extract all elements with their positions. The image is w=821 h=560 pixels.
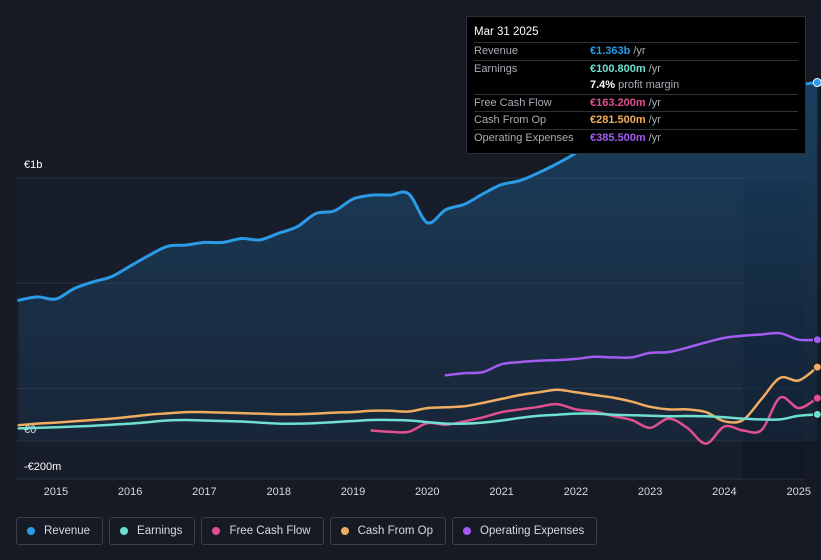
revenue-area (18, 82, 818, 441)
x-tick-label: 2024 (712, 486, 736, 498)
legend-label: Cash From Op (357, 525, 434, 537)
tooltip-row-label: Earnings (474, 62, 518, 75)
series-endpoint (812, 362, 821, 372)
x-tick-label: 2021 (489, 486, 513, 498)
tooltip-row-label: Revenue (474, 45, 519, 57)
tooltip-row: Cash From Op €281.500m/yr (474, 111, 798, 129)
legend-item[interactable]: Free Cash Flow (201, 517, 324, 545)
tooltip-row: Revenue €1.363b/yr (474, 42, 798, 60)
legend-dot-icon (120, 527, 129, 535)
legend-label: Revenue (44, 525, 91, 537)
x-tick-label: 2015 (44, 486, 68, 498)
y-tick-label: -€200m (24, 461, 61, 473)
series-endpoint (812, 78, 821, 88)
x-tick-label: 2017 (192, 486, 216, 498)
tooltip-row-label (474, 77, 590, 94)
x-tick-label: 2019 (341, 486, 365, 498)
legend-dot-icon (212, 527, 221, 535)
tooltip-row: 7.4% profit margin (474, 77, 798, 94)
legend-item[interactable]: Earnings (109, 517, 196, 545)
tooltip-row-label: Cash From Op (474, 114, 547, 126)
series-endpoint (812, 393, 821, 403)
legend-dot-icon (463, 527, 472, 535)
series-endpoint (812, 409, 821, 419)
tooltip-row-unit: /yr (648, 114, 661, 126)
tooltip-row-unit: profit margin (618, 79, 680, 91)
x-tick-label: 2023 (638, 486, 662, 498)
tooltip-row-unit: /yr (648, 131, 661, 144)
x-tick-label: 2016 (118, 486, 142, 498)
tooltip-row-label: Free Cash Flow (474, 96, 552, 109)
tooltip-row-unit: /yr (648, 62, 661, 75)
series-line-operating-expenses (444, 331, 819, 377)
x-tick-label: 2020 (415, 486, 439, 498)
legend-item[interactable]: Cash From Op (329, 517, 447, 545)
legend-label: Operating Expenses (480, 525, 585, 537)
tooltip-row-value: €163.200m (590, 96, 646, 109)
series-line-cash-from-op (17, 365, 819, 427)
tooltip-row: Earnings €100.800m/yr (474, 59, 798, 78)
tooltip-date: Mar 31 2025 (474, 26, 539, 38)
x-tick-label: 2018 (266, 486, 290, 498)
tooltip-row-value: €281.500m (590, 114, 646, 126)
tooltip-row-unit: /yr (648, 96, 661, 109)
x-tick-label: 2022 (564, 486, 588, 498)
tooltip-row-label: Operating Expenses (474, 131, 574, 144)
legend-item[interactable]: Operating Expenses (452, 517, 598, 545)
series-endpoint (812, 335, 821, 345)
tooltip-panel: Mar 31 2025 Revenue €1.363b/yr Earnings €10… (466, 16, 806, 154)
tooltip-row-value: €1.363b (590, 45, 631, 57)
series-line-earnings (17, 412, 819, 430)
tooltip-row: Operating Expenses €385.500m/yr (474, 128, 798, 147)
legend-label: Earnings (137, 525, 183, 537)
tooltip-row-unit: /yr (633, 45, 646, 57)
tooltip-row-value: 7.4% (590, 79, 616, 91)
y-tick-label: €1b (24, 159, 42, 171)
legend-dot-icon (27, 527, 35, 535)
tooltip-row-value: €385.500m (590, 131, 646, 144)
legend-item[interactable]: Revenue (16, 517, 104, 545)
tooltip-row: Free Cash Flow €163.200m/yr (474, 93, 798, 112)
chart-legend: Revenue Earnings Free Cash Flow Cash From O… (16, 517, 603, 545)
x-tick-label: 2025 (786, 486, 810, 498)
legend-label: Free Cash Flow (229, 525, 311, 537)
legend-dot-icon (340, 527, 349, 535)
tooltip-row-value: €100.800m (590, 62, 646, 75)
